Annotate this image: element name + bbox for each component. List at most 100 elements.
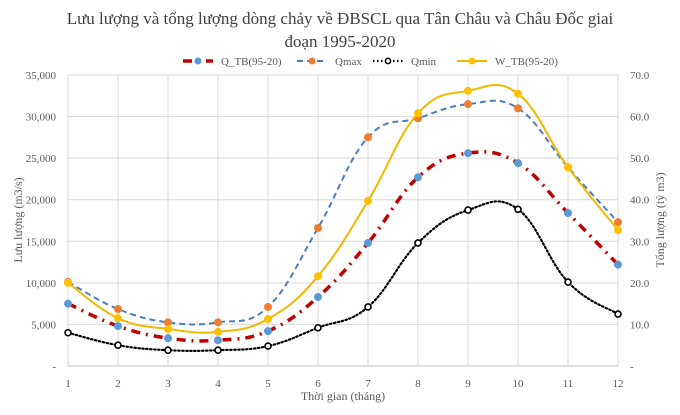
data-point (464, 206, 472, 214)
data-point (64, 278, 72, 287)
legend-label: Qmin (411, 56, 437, 68)
y-axis-right-label: Tổng lượng (tỷ m3) (653, 172, 667, 267)
data-point (314, 292, 322, 301)
y-left-tick-label: 5,000 (31, 319, 56, 331)
y-axis-left-label: Lưu lượng (m3/s) (11, 177, 25, 262)
data-point (314, 223, 322, 232)
x-tick-label: 4 (215, 378, 221, 390)
legend-marker (308, 57, 316, 65)
legend-item: Qmax (297, 56, 362, 68)
chart-title-line2: đoạn 1995-2020 (285, 32, 396, 51)
x-tick-label: 3 (165, 378, 171, 390)
data-point (564, 209, 572, 218)
y-axis-right-ticks: - 10.0 20.0 30.0 40.0 50.0 60.0 70.0 (630, 70, 650, 373)
data-point (514, 89, 522, 98)
legend-label: Q_TB(95-20) (221, 56, 282, 68)
data-point (114, 305, 122, 314)
y-right-tick-label: 50.0 (630, 153, 650, 165)
x-tick-label: 5 (265, 378, 271, 390)
data-point (364, 238, 372, 247)
data-point (114, 322, 122, 331)
data-point (614, 310, 622, 318)
data-point (164, 318, 172, 327)
data-point (564, 163, 572, 172)
y-right-tick-label: 20.0 (630, 278, 650, 290)
data-point (464, 149, 472, 158)
y-left-tick-label: 35,000 (26, 70, 57, 82)
x-tick-label: 6 (315, 378, 321, 390)
series-line (66, 200, 620, 352)
data-point (464, 100, 472, 109)
x-tick-label: 9 (465, 378, 471, 390)
legend-item: Qmin (373, 56, 437, 68)
series-layer (64, 84, 622, 355)
legend-marker (194, 57, 202, 65)
data-point (314, 323, 322, 332)
y-left-tick-label: 15,000 (26, 236, 57, 248)
data-point (214, 327, 222, 336)
y-right-tick-label: 70.0 (630, 70, 650, 82)
x-tick-label: 7 (365, 378, 371, 390)
data-point (164, 334, 172, 343)
data-point (314, 272, 322, 281)
data-point (214, 336, 222, 345)
series-qmax (64, 99, 622, 327)
data-point (264, 342, 272, 350)
legend-marker (468, 57, 476, 65)
legend-label: Qmax (335, 56, 362, 68)
y-left-tick-label: 25,000 (26, 153, 57, 165)
y-right-tick-label: 10.0 (630, 319, 650, 331)
chart-title-line1: Lưu lượng và tổng lượng dòng chảy về ĐBS… (67, 9, 614, 28)
y-left-tick-label: 30,000 (26, 112, 57, 124)
x-tick-label: 11 (563, 378, 574, 390)
x-tick-label: 10 (513, 378, 525, 390)
series-line (67, 84, 619, 334)
data-point (264, 327, 272, 336)
data-point (164, 325, 172, 334)
series-qmin (64, 200, 622, 355)
gridlines (67, 74, 619, 367)
data-point (414, 109, 422, 118)
data-point (214, 318, 222, 327)
data-point (164, 346, 172, 355)
data-point (114, 314, 122, 323)
data-point (264, 302, 272, 311)
x-axis-ticks: 1 2 3 4 5 6 7 8 9 10 11 12 (65, 378, 623, 390)
data-point (514, 159, 522, 168)
x-tick-label: 8 (415, 378, 421, 390)
x-tick-label: 1 (65, 378, 71, 390)
legend-label: W_TB(95-20) (495, 56, 558, 68)
data-point (414, 173, 422, 182)
legend-item: Q_TB(95-20) (183, 56, 282, 68)
data-point (64, 299, 72, 308)
series-line (67, 99, 619, 326)
data-point (614, 226, 622, 235)
data-point (264, 315, 272, 324)
legend: Q_TB(95-20) Qmax Qmin W_TB(95-20) (183, 56, 558, 68)
data-point (364, 303, 372, 311)
legend-marker (384, 57, 392, 65)
data-point (614, 260, 622, 269)
y-right-tick-label: 40.0 (630, 195, 650, 207)
data-point (114, 341, 122, 350)
data-point (364, 133, 372, 142)
data-point (414, 239, 422, 247)
x-tick-label: 2 (115, 378, 121, 390)
data-point (64, 328, 72, 337)
data-point (564, 278, 572, 286)
data-point (464, 86, 472, 95)
series-w-tb-95-20- (64, 84, 622, 336)
y-right-tick-label: 60.0 (630, 112, 650, 124)
y-right-tick-label: 30.0 (630, 236, 650, 248)
data-point (364, 196, 372, 205)
y-axis-left-ticks: - 5,000 10,000 15,000 20,000 25,000 30,000 35,0… (26, 70, 57, 373)
data-point (214, 346, 222, 355)
series-q-tb-95-20- (64, 149, 622, 345)
x-axis-label: Thời gian (tháng) (301, 389, 385, 403)
y-right-tick-label: - (630, 361, 634, 373)
y-left-tick-label: 20,000 (26, 195, 57, 207)
data-point (514, 205, 522, 214)
legend-item: W_TB(95-20) (457, 56, 558, 68)
x-tick-label: 12 (613, 378, 624, 390)
